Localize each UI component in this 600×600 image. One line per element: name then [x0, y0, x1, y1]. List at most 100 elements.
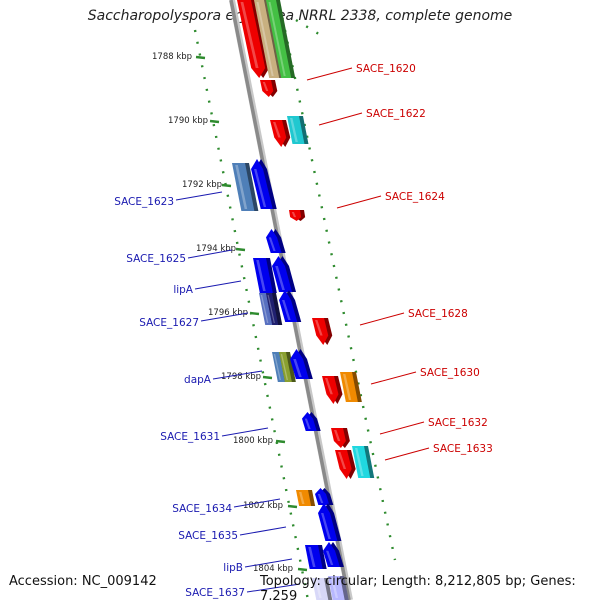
gene-sace-1623a [232, 163, 259, 211]
gene-highlight [275, 266, 285, 290]
scale-tick-label: 1800 kbp [233, 436, 273, 446]
label-leader [221, 427, 269, 437]
scale-tick [262, 375, 273, 380]
gene-label-forward: dapA [184, 374, 212, 386]
gene-highlight [273, 354, 281, 380]
gene-highlight [254, 169, 267, 207]
scale-tick [235, 247, 246, 252]
gene-face [323, 542, 340, 567]
gene-face [279, 290, 298, 322]
scale-tick-label: 1804 kbp [253, 564, 293, 574]
gene-highlight [256, 260, 266, 291]
gene-highlight [304, 418, 311, 429]
gene-sace-1632 [331, 428, 350, 448]
gene-highlight [256, 2, 274, 76]
label-leader [318, 112, 363, 126]
gene-sace-1635 [318, 503, 342, 541]
gene-label-reverse: SACE_1632 [428, 417, 488, 429]
gene-highlight [355, 448, 364, 476]
gene-highlight [334, 430, 341, 441]
gene-highlight [235, 165, 248, 209]
gene-sace-1620 [237, 0, 270, 78]
scale-tick-label: 1792 kbp [182, 180, 222, 190]
scale-tick-label: 1794 kbp [196, 244, 236, 254]
scale-tick [195, 55, 206, 60]
gene-sace-1634 [315, 488, 334, 505]
accession-text: Accession: NC_009142 [9, 574, 157, 589]
gene-sace-1631 [302, 412, 321, 431]
gene-sace-1630 [322, 376, 343, 404]
label-leader [187, 249, 233, 259]
gene-dapa-b [279, 352, 296, 382]
gene-highlight [291, 212, 297, 218]
scale-tick [209, 119, 220, 124]
gene-dapa [290, 349, 313, 379]
top-dotted-guide [295, 18, 323, 38]
gene-highlight [299, 492, 305, 504]
scale-tick [249, 311, 260, 316]
gene-highlight [240, 2, 259, 68]
scale-tick [221, 183, 232, 188]
gene-label-forward: SACE_1631 [160, 431, 220, 443]
label-leader [212, 370, 263, 380]
gene-sace-1625 [266, 229, 286, 253]
gene-sace-1624 [289, 210, 306, 221]
gene-sace-1633 [335, 450, 356, 479]
gene-sace-1627b [266, 293, 283, 325]
label-leader [239, 526, 287, 536]
gene-highlight [267, 295, 275, 323]
label-leader [379, 421, 425, 435]
gene-label-forward: SACE_1627 [139, 317, 199, 329]
gene-highlight [280, 354, 288, 380]
gene-label-reverse: SACE_1633 [433, 443, 493, 455]
left-dotted-guide [193, 29, 310, 600]
gene-sace-1620c [266, 0, 296, 78]
topology-text: Topology: circular; Length: 8,212,805 bp… [260, 574, 576, 600]
gene-label-reverse: SACE_1620 [356, 63, 416, 75]
gene-sace-1623 [251, 159, 277, 209]
label-leader [336, 195, 382, 209]
gene-face [318, 503, 338, 541]
gene-lipb-b [323, 542, 344, 567]
label-leader [359, 312, 405, 326]
gene-label-forward: SACE_1637 [185, 587, 245, 599]
gene-label-forward: SACE_1635 [178, 530, 238, 542]
gene-highlight [317, 493, 324, 503]
gene-highlight [293, 359, 302, 377]
label-leader [306, 67, 353, 81]
gene-highlight [308, 547, 316, 567]
label-leader [370, 371, 417, 385]
gene-highlight [331, 578, 339, 598]
gene-highlight [282, 300, 291, 320]
label-leader [246, 583, 301, 593]
gene-highlight [290, 118, 298, 142]
gene-label-forward: SACE_1625 [126, 253, 186, 265]
label-leader [175, 191, 223, 201]
scale-tick [275, 439, 286, 444]
gene-label-forward: lipB [223, 562, 243, 574]
scale-tick-label: 1798 kbp [221, 372, 261, 382]
gene-sace-1637a [312, 578, 333, 600]
gene-highlight [268, 237, 276, 251]
gene-sace-1634a [296, 490, 316, 506]
gene-highlight [262, 82, 269, 92]
gene-label-forward: SACE_1623 [114, 196, 174, 208]
label-leader [233, 498, 281, 508]
gene-sace-1622b [287, 116, 309, 144]
gene-highlight [343, 374, 352, 400]
gene-lipb [305, 545, 327, 569]
gene-label-forward: lipA [173, 284, 193, 296]
label-leader [384, 447, 430, 461]
gene-sace-1628 [312, 318, 333, 345]
scale-tick-label: 1788 kbp [152, 52, 192, 62]
gene-sace-1622 [270, 120, 291, 147]
gene-face [302, 412, 317, 431]
gene-label-reverse: SACE_1630 [420, 367, 480, 379]
gene-highlight [325, 378, 333, 395]
gene-sace-1633b [352, 446, 375, 478]
gene-highlight [326, 550, 334, 565]
gene-sace-1630b [340, 372, 362, 402]
gene-label-reverse: SACE_1624 [385, 191, 445, 203]
